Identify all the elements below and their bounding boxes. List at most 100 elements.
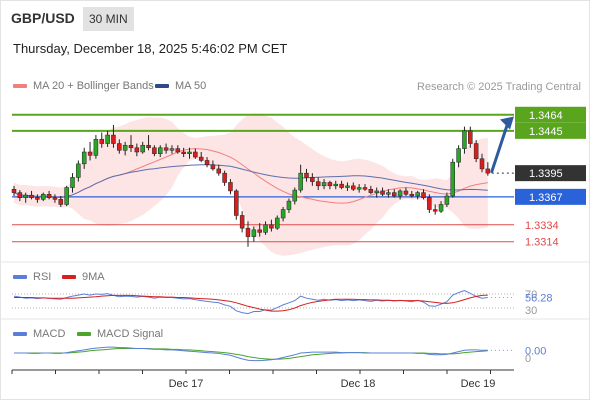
- candle-body: [17, 192, 23, 198]
- candle-body: [140, 144, 145, 153]
- candle-body: [462, 130, 467, 149]
- rsi-ma-swatch: [62, 275, 76, 280]
- candle-body: [427, 197, 432, 210]
- candle-body: [93, 139, 99, 156]
- candle-body: [81, 151, 87, 165]
- candle-body: [198, 156, 204, 161]
- candle-body: [257, 229, 262, 233]
- forecast-arrow-head: [500, 116, 514, 130]
- x-axis-label-2: Dec 19: [461, 378, 496, 390]
- candle-body: [421, 192, 426, 198]
- level-label-1.3367: 1.3367: [529, 192, 563, 204]
- candle-body: [175, 148, 181, 153]
- candle-body: [368, 188, 374, 193]
- rsi-swatch: [13, 275, 27, 280]
- candle-body: [128, 144, 134, 149]
- candle-body: [380, 190, 385, 195]
- legend-rsi-ma: 9MA: [62, 271, 105, 283]
- level-label-1.3334: 1.3334: [525, 220, 559, 232]
- candle-body: [35, 197, 40, 200]
- ma50-line: [13, 164, 488, 199]
- candle-body: [11, 188, 17, 193]
- candle-body: [234, 190, 239, 216]
- candle-body: [76, 163, 81, 178]
- candle-body: [146, 144, 151, 149]
- legend-rsi: RSI: [13, 271, 51, 283]
- candle-body: [444, 195, 450, 205]
- level-label-1.3464: 1.3464: [529, 110, 563, 122]
- candle-body: [87, 151, 93, 156]
- candle-body: [415, 192, 420, 197]
- rsi-ma-line: [14, 294, 488, 312]
- level-label-1.3314: 1.3314: [525, 237, 559, 249]
- legend-ma50: MA 50: [155, 80, 206, 92]
- candle-body: [64, 187, 69, 205]
- candle-body: [269, 224, 274, 229]
- candle-body: [315, 181, 321, 187]
- candle-body: [251, 229, 257, 237]
- candle-body: [152, 147, 157, 154]
- candle-body: [263, 224, 268, 233]
- candle-body: [386, 192, 391, 195]
- macd-signal-swatch: [77, 332, 91, 337]
- candle-body: [286, 200, 292, 210]
- candle-body: [204, 160, 210, 165]
- candle-body: [29, 194, 34, 198]
- candle-body: [304, 172, 309, 178]
- candle-body: [403, 190, 409, 195]
- legend-ma20-label: MA 20 + Bollinger Bands: [33, 80, 154, 92]
- legend-macd: MACD: [13, 328, 65, 340]
- candle-body: [163, 147, 169, 151]
- candle-body: [292, 189, 298, 202]
- legend-macd-signal-label: MACD Signal: [97, 328, 164, 340]
- candle-body: [122, 144, 128, 151]
- legend-rsi-ma-label: 9MA: [82, 271, 105, 283]
- candle-body: [280, 209, 286, 219]
- candle-body: [456, 148, 461, 163]
- candle-body: [275, 217, 280, 229]
- rsi-tick-70: 70: [525, 289, 537, 301]
- timeframe-badge[interactable]: 30 MIN: [83, 7, 134, 31]
- x-axis-label-0: Dec 17: [169, 378, 204, 390]
- candle-body: [187, 151, 192, 154]
- candle-body: [321, 182, 327, 187]
- current-price-box: [515, 165, 586, 182]
- legend-rsi-label: RSI: [33, 271, 52, 283]
- candle-body: [339, 183, 344, 188]
- candle-body: [351, 185, 356, 190]
- ma20-swatch: [13, 84, 27, 89]
- candle-body: [41, 194, 46, 200]
- candle-body: [105, 134, 110, 144]
- candle-body: [333, 183, 338, 187]
- candle-body: [374, 190, 379, 193]
- legend-macd-signal: MACD Signal: [77, 328, 163, 340]
- candle-body: [239, 215, 245, 229]
- candle-body: [58, 199, 64, 205]
- level-label-1.3445: 1.3445: [529, 126, 563, 138]
- candle-body: [210, 164, 216, 170]
- candle-body: [111, 134, 116, 144]
- candle-body: [216, 168, 221, 174]
- candle-body: [345, 185, 350, 188]
- candle-body: [450, 161, 455, 197]
- ma50-swatch: [155, 84, 169, 89]
- candle-body: [46, 194, 52, 198]
- symbol-title: GBP/USD: [11, 10, 75, 26]
- timestamp: Thursday, December 18, 2025 5:46:02 PM C…: [13, 41, 288, 56]
- candle-body: [310, 177, 315, 182]
- level-box-1.3464: [515, 106, 586, 123]
- candle-body: [356, 187, 362, 190]
- candle-body: [479, 158, 485, 170]
- candle-body: [392, 192, 397, 197]
- candle-body: [432, 209, 438, 212]
- rsi-current-value: 56.28: [525, 293, 553, 305]
- legend-macd-label: MACD: [33, 328, 66, 340]
- legend-ma20: MA 20 + Bollinger Bands: [13, 80, 154, 92]
- candle-body: [181, 151, 186, 154]
- research-credit: Research © 2025 Trading Central: [416, 81, 581, 93]
- candle-body: [468, 130, 473, 144]
- candle-body: [52, 197, 58, 200]
- candle-body: [222, 172, 227, 183]
- candle-body: [298, 172, 303, 191]
